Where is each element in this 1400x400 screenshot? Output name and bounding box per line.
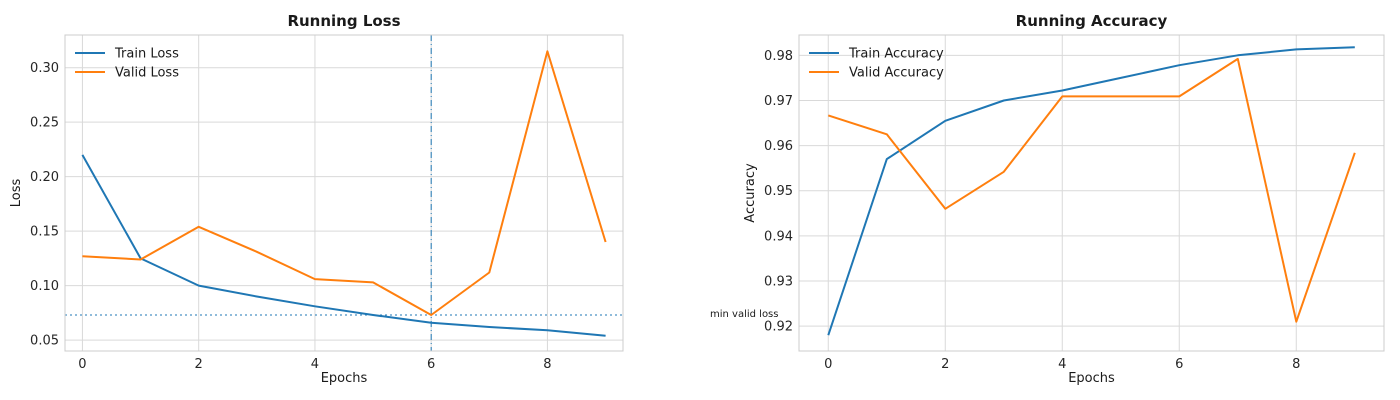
y-tick-label: 0.93 [764, 275, 793, 290]
y-tick-label: 0.98 [764, 49, 793, 64]
y-tick-label: 0.15 [30, 225, 59, 240]
x-tick-label: 0 [78, 357, 86, 372]
legend-entry: Train Loss [114, 47, 179, 62]
x-tick-label: 6 [1175, 357, 1183, 372]
x-tick-label: 8 [1292, 357, 1300, 372]
x-tick-label: 2 [941, 357, 949, 372]
legend-entry: Valid Accuracy [849, 66, 944, 81]
series-line-valid-accuracy [827, 57, 1356, 323]
x-tick-label: 0 [824, 357, 832, 372]
x-axis-label: Epochs [1068, 371, 1115, 386]
y-tick-label: 0.10 [30, 279, 59, 294]
y-tick-label: 0.97 [764, 94, 793, 109]
chart-panel-1: 0 2 4 6 8 0.05 0.10 0.15 0.20 0.25 0.30 Running Los… [9, 12, 778, 386]
x-tick-label: 4 [1058, 357, 1066, 372]
plot-frame [64, 34, 624, 352]
x-tick-label: 4 [311, 357, 319, 372]
chart-title: Running Loss [287, 12, 400, 30]
chart-title: Running Accuracy [1016, 12, 1168, 30]
y-tick-label: 0.05 [30, 334, 59, 349]
legend-entry: Valid Loss [115, 66, 179, 81]
x-tick-label: 2 [195, 357, 203, 372]
y-tick-label: 0.95 [764, 184, 793, 199]
y-axis-label: Loss [9, 179, 24, 208]
y-tick-label: 0.25 [30, 116, 59, 131]
series-line-train-loss [81, 154, 606, 337]
y-tick-label: 0.20 [30, 170, 59, 185]
series-line-valid-loss [82, 50, 607, 316]
y-axis-label: Accuracy [743, 163, 758, 223]
series-line-train-accuracy [827, 46, 1355, 336]
x-tick-label: 8 [543, 357, 551, 372]
plot-frame [798, 34, 1385, 352]
chart-panel-2: 0 2 4 6 8 0.92 0.93 0.94 0.95 0.96 0.97 0.98 Running… [743, 12, 1385, 386]
y-tick-label: 0.94 [764, 229, 793, 244]
y-tick-label: 0.30 [30, 61, 59, 76]
legend-entry: Train Accuracy [848, 47, 944, 62]
y-tick-label: 0.96 [764, 139, 793, 154]
x-tick-label: 6 [427, 357, 435, 372]
y-tick-label: 0.92 [764, 320, 793, 335]
x-axis-label: Epochs [321, 371, 368, 386]
min-valid-loss-annotation: min valid loss [710, 309, 778, 320]
